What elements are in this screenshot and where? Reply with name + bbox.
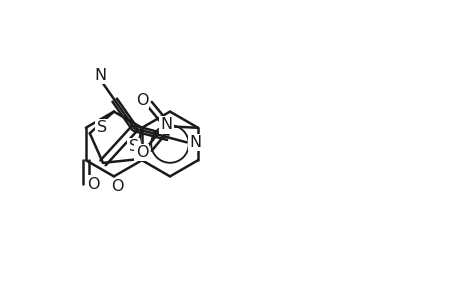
Text: N: N (160, 117, 172, 132)
Text: N: N (94, 68, 106, 82)
Text: O: O (87, 177, 99, 192)
Text: S: S (96, 120, 106, 135)
Text: O: O (111, 179, 123, 194)
Text: N: N (189, 135, 201, 150)
Text: S: S (129, 140, 139, 154)
Text: O: O (135, 93, 148, 108)
Text: O: O (135, 145, 148, 160)
